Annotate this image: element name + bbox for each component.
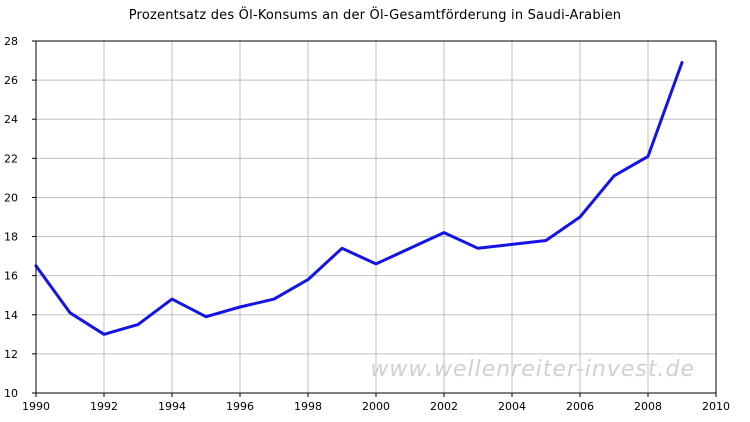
- x-tick-label: 1994: [158, 400, 186, 413]
- series-layer: [34, 61, 684, 336]
- axis-tick-labels: 1990 1992 1994 1996 1998 2000 2002 2004 2006 2008…: [4, 35, 730, 413]
- x-tick-label: 2004: [498, 400, 526, 413]
- x-tick-label: 1992: [90, 400, 118, 413]
- y-tick-label: 20: [4, 191, 18, 204]
- x-tick-label: 2000: [362, 400, 390, 413]
- x-tick-label: 1998: [294, 400, 322, 413]
- y-tick-label: 26: [4, 74, 18, 87]
- x-tick-label: 2006: [566, 400, 594, 413]
- x-tick-label: 1990: [22, 400, 50, 413]
- watermark-text: www.wellenreiter-invest.de: [370, 357, 695, 382]
- y-tick-label: 18: [4, 231, 18, 244]
- x-tick-label: 2002: [430, 400, 458, 413]
- grid-lines: [35, 40, 717, 394]
- x-tick-label: 1996: [226, 400, 254, 413]
- series-line: [34, 61, 684, 336]
- y-tick-label: 10: [4, 387, 18, 400]
- x-tick-label: 2008: [634, 400, 662, 413]
- chart-title: Prozentsatz des Öl-Konsums an der Öl-Ges…: [128, 8, 622, 23]
- y-tick-label: 14: [4, 309, 18, 322]
- y-tick-label: 22: [4, 152, 18, 165]
- y-tick-label: 12: [4, 348, 18, 361]
- y-tick-label: 28: [4, 35, 18, 48]
- y-tick-label: 16: [4, 270, 18, 283]
- y-tick-label: 24: [4, 113, 18, 126]
- x-tick-label: 2010: [702, 400, 730, 413]
